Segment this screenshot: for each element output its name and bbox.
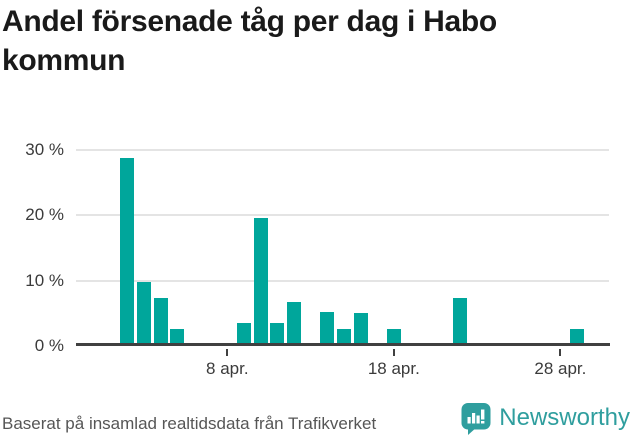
bar-16-apr bbox=[353, 312, 368, 343]
y-axis-tick-label: 10 % bbox=[25, 270, 64, 290]
y-axis-tick-label: 30 % bbox=[25, 140, 64, 160]
bar-4-apr bbox=[153, 297, 168, 343]
x-axis-tick-label: 28 apr. bbox=[534, 359, 587, 378]
bar-15-apr bbox=[336, 328, 351, 343]
plot-area bbox=[76, 141, 610, 346]
bar-14-apr bbox=[320, 312, 335, 343]
source-note: Baserat på insamlad realtidsdata från Tr… bbox=[2, 414, 377, 433]
bar-22-apr bbox=[453, 297, 468, 343]
bar-29-apr bbox=[570, 328, 585, 343]
gridline-30 bbox=[76, 149, 609, 152]
gridline-20 bbox=[76, 214, 609, 217]
bar-12-apr bbox=[286, 301, 301, 343]
x-axis-tick-label: 8 apr. bbox=[206, 359, 249, 378]
bar-3-apr bbox=[137, 281, 152, 343]
chart-title: Andel försenade tåg per dag i Habo kommu… bbox=[2, 5, 497, 77]
bar-18-apr bbox=[386, 328, 401, 343]
y-axis-tick-label: 0 % bbox=[34, 336, 64, 355]
x-axis-tick bbox=[392, 349, 395, 356]
x-axis-tick bbox=[559, 349, 562, 356]
x-axis-tick bbox=[226, 349, 229, 356]
bar-10-apr bbox=[253, 217, 268, 343]
brand-name: Newsworthy bbox=[499, 404, 630, 431]
newsworthy-logo: Newsworthy bbox=[461, 401, 630, 435]
bar-9-apr bbox=[236, 322, 251, 343]
x-axis-tick-label: 18 apr. bbox=[367, 359, 420, 378]
bar-2-apr bbox=[120, 157, 135, 343]
bar-5-apr bbox=[170, 328, 185, 343]
gridline-10 bbox=[76, 279, 609, 282]
bar-11-apr bbox=[270, 322, 285, 343]
newsworthy-logo-icon bbox=[461, 401, 492, 435]
y-axis-tick-label: 20 % bbox=[25, 205, 64, 225]
